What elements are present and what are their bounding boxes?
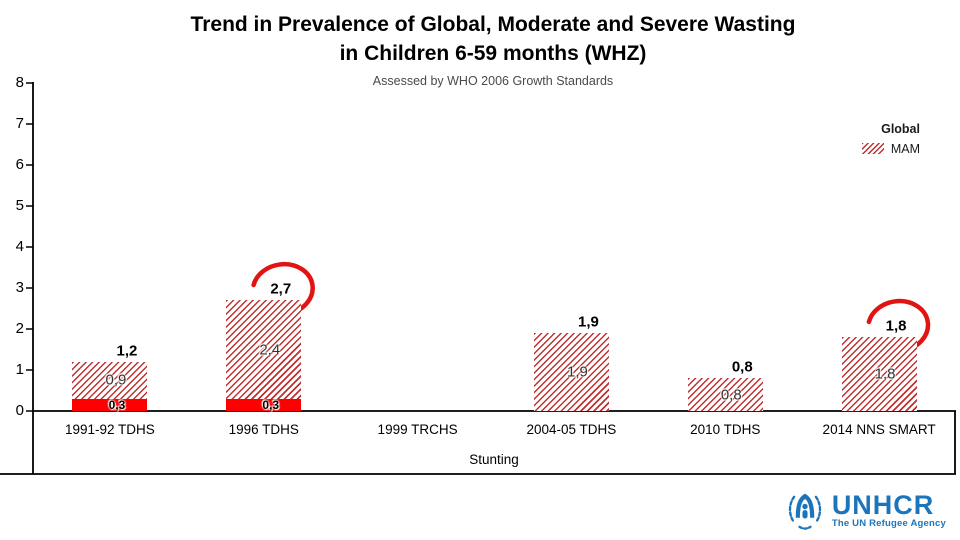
legend-entry-mam: MAM	[861, 140, 920, 157]
chart-title-line1: Trend in Prevalence of Global, Moderate …	[190, 13, 796, 36]
y-tick-label: 5	[15, 197, 24, 214]
y-tick-label: 3	[15, 279, 24, 296]
bar-segment-mam	[226, 300, 302, 399]
bar-segment-mam	[841, 337, 917, 411]
legend-label-mam: MAM	[890, 141, 920, 156]
y-tick-label: 8	[15, 74, 24, 91]
bar-segment-mam	[687, 378, 763, 411]
sheltering-hands-and-person	[795, 493, 815, 519]
global-total-label: 1,9	[577, 313, 599, 331]
unhcr-emblem-icon	[788, 493, 821, 530]
mam-value-label: 2,4	[259, 341, 281, 358]
chart-subtitle: Assessed by WHO 2006 Growth Standards	[372, 74, 614, 88]
x-category-label: 2010 TDHS	[690, 422, 761, 437]
legend-label-global: Global	[881, 121, 920, 136]
bar-segment-mam	[533, 333, 609, 411]
y-tick-label: 1	[15, 361, 24, 378]
y-tick-label: 7	[15, 115, 24, 132]
x-category-label: 1999 TRCHS	[377, 422, 458, 437]
bar-segment-mam	[72, 361, 148, 399]
severe-value-label: 0,3	[262, 397, 280, 412]
wreath-left	[788, 495, 796, 524]
chart-title: Trend in Prevalence of Global, Moderate …	[26, 10, 960, 68]
x-category-label: 1991-92 TDHS	[65, 422, 155, 437]
y-tick-label: 4	[15, 238, 24, 255]
y-tick-label: 6	[15, 156, 24, 173]
x-category-label: 1996 TDHS	[228, 422, 299, 437]
mam-value-label: 0,8	[720, 386, 742, 404]
bar-segment-severe	[72, 398, 148, 411]
y-tick-label: 0	[15, 402, 24, 419]
unhcr-logo-text: UNHCR The UN Refugee Agency	[831, 490, 946, 530]
mam-value-label: 0,9	[105, 371, 127, 389]
wreath-base	[798, 525, 812, 530]
global-total-label: 2,7	[270, 280, 292, 298]
mam-hatch-swatch-icon	[861, 143, 884, 154]
global-total-label: 1,2	[116, 342, 138, 360]
x-category-label: 2014 NNS SMART	[822, 422, 936, 437]
unhcr-tagline: The UN Refugee Agency	[831, 518, 946, 529]
wreath-right	[814, 495, 821, 524]
legend-entry-global: Global	[881, 120, 920, 137]
bar-segment-severe	[226, 398, 302, 411]
unhcr-logo: UNHCR The UN Refugee Agency	[785, 489, 946, 532]
global-total-label: 1,8	[885, 317, 907, 335]
y-tick-label: 2	[15, 320, 24, 337]
chart-title-line2: in Children 6-59 months (WHZ)	[339, 42, 647, 65]
mam-value-label: 1,8	[874, 365, 896, 383]
x-category-label: 2004-05 TDHS	[526, 422, 617, 437]
severe-value-label: 0,3	[108, 397, 126, 412]
x-axis-title: Stunting	[469, 452, 519, 467]
global-total-label: 0,8	[731, 358, 753, 376]
mam-value-label: 1,9	[566, 363, 588, 381]
chart-legend: Global MAM	[861, 120, 920, 157]
unhcr-wordmark: UNHCR	[831, 490, 935, 520]
